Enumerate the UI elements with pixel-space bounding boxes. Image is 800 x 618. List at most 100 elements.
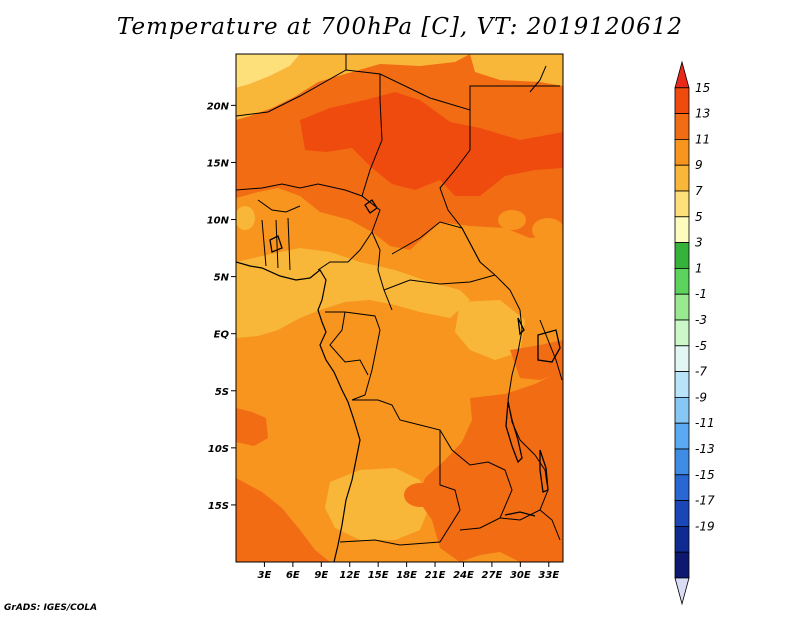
colorbar-swatch	[674, 164, 690, 192]
red-sea-coast	[529, 65, 547, 93]
region-southwest-warm	[236, 478, 330, 562]
border-mozambique	[539, 509, 561, 541]
border-ghana-togo	[261, 217, 291, 271]
lat-tick-label: 20N	[207, 101, 230, 112]
lake-victoria	[537, 329, 561, 363]
colorbar-label: -5	[695, 339, 707, 353]
blob-9-11-c	[290, 212, 310, 228]
colorbar-label: -1	[695, 287, 707, 301]
temperature-field	[236, 54, 563, 562]
country-borders	[236, 54, 563, 546]
lake-volta	[269, 235, 283, 253]
colorbar-swatch	[674, 526, 690, 553]
colorbar-bottom-arrow	[674, 577, 690, 606]
region-sahara-nw-corner	[236, 54, 300, 88]
border-mali-niger	[236, 183, 319, 191]
region-south-band	[325, 468, 430, 540]
lon-tick-label: 21E	[425, 570, 446, 581]
region-west-africa-band	[236, 248, 470, 338]
border-ssudan-eastafrica	[494, 274, 523, 331]
map-title: Temperature at 700hPa [C], VT: 201912061…	[116, 14, 684, 40]
border-drc-angola	[352, 399, 489, 466]
region-southeast-warm-east	[510, 340, 563, 380]
colorbar-label: -11	[695, 416, 715, 430]
border-car-sudan	[391, 221, 496, 276]
colorbar-swatch	[674, 422, 690, 450]
colorbar-swatch	[674, 474, 690, 501]
colorbar-swatch	[674, 242, 690, 269]
lakes	[269, 199, 561, 517]
lake-tanganyika	[505, 401, 523, 464]
border-cameroon-car	[371, 231, 393, 311]
colorbar-top-arrow	[674, 60, 690, 89]
border-nigeria-niger	[317, 183, 381, 233]
lon-tick-label: 18E	[396, 570, 417, 581]
region-west-warm	[236, 408, 268, 446]
colorbar-swatch	[674, 396, 690, 424]
colorbar-label: -3	[695, 313, 707, 327]
colorbar-label: 7	[695, 184, 703, 198]
region-sahara-n-strip	[236, 54, 470, 120]
border-algeria-niger	[236, 69, 381, 117]
plot-frame	[235, 53, 564, 563]
colorbar-swatch	[674, 293, 690, 321]
colorbar-swatch	[674, 551, 690, 579]
lake-kariba	[504, 511, 536, 517]
lake-chad	[364, 199, 378, 214]
border-niger-chad	[361, 99, 383, 197]
colorbar-swatch	[674, 216, 690, 244]
lon-tick-label: 27E	[482, 570, 503, 581]
lon-tick-label: 6E	[286, 570, 300, 581]
border-tanzania	[499, 454, 549, 521]
lon-tick-label: 9E	[314, 570, 328, 581]
colorbar-swatch	[674, 319, 690, 347]
lon-tick-label: 30E	[510, 570, 531, 581]
region-ne-congo-band	[455, 300, 525, 360]
border-namibia-angola	[339, 539, 441, 546]
border-car-drc	[383, 274, 496, 291]
blob-11-13-a	[404, 483, 436, 507]
colorbar-swatch	[674, 371, 690, 398]
blob-7-9-b	[236, 206, 255, 230]
border-nigeria-cameroon	[317, 231, 373, 271]
lat-tick-label: 15N	[207, 158, 230, 169]
lake-malawi	[539, 449, 549, 493]
border-cameroon-gabon	[325, 311, 381, 331]
colorbar-swatch	[674, 267, 690, 295]
lon-tick-label: 12E	[339, 570, 360, 581]
colorbar-label: 5	[695, 210, 703, 224]
lat-tick-label: 10S	[208, 444, 229, 455]
colorbar-swatch	[674, 500, 690, 527]
lat-tick-label: 10N	[207, 216, 230, 227]
coastline-west	[236, 261, 361, 562]
colorbar-label: 1	[695, 261, 703, 275]
border-angola-zambia	[439, 430, 461, 543]
border-gabon-congo	[329, 311, 369, 376]
colorbar-label: -19	[695, 519, 715, 533]
lat-tick-label: 5N	[214, 273, 230, 284]
colorbar-swatch	[674, 190, 690, 218]
axis-ticks: 3E 6E 9E 12E 15E 18E 21E 24E 27E 30E 33E 20N 15N 10N 5…	[207, 101, 560, 581]
colorbar-swatch	[674, 113, 690, 140]
blob-9-11-b	[532, 218, 563, 242]
lon-tick-label: 15E	[368, 570, 389, 581]
lon-tick-label: 24E	[453, 570, 474, 581]
border-drc-eastafrica	[507, 329, 536, 456]
blob-11-13-b	[482, 408, 518, 432]
border-burkina-ghana	[257, 199, 301, 213]
colorbar-swatch	[674, 138, 690, 166]
region-ne-strip	[470, 54, 563, 86]
colorbar-label: 11	[695, 132, 710, 146]
lat-tick-label: 15S	[208, 501, 229, 512]
lat-tick-label: EQ	[214, 330, 230, 341]
border-congo-drc	[351, 329, 381, 401]
colorbar-label: 15	[695, 81, 710, 95]
colorbar-label: -9	[695, 390, 707, 404]
colorbar-swatch	[674, 87, 690, 115]
colorbar-label: -13	[695, 442, 715, 456]
colorbar-label: 3	[695, 236, 703, 250]
lake-albert	[517, 317, 525, 336]
colorbar-label: 9	[695, 158, 703, 172]
region-chad-sudan-core	[300, 92, 563, 196]
